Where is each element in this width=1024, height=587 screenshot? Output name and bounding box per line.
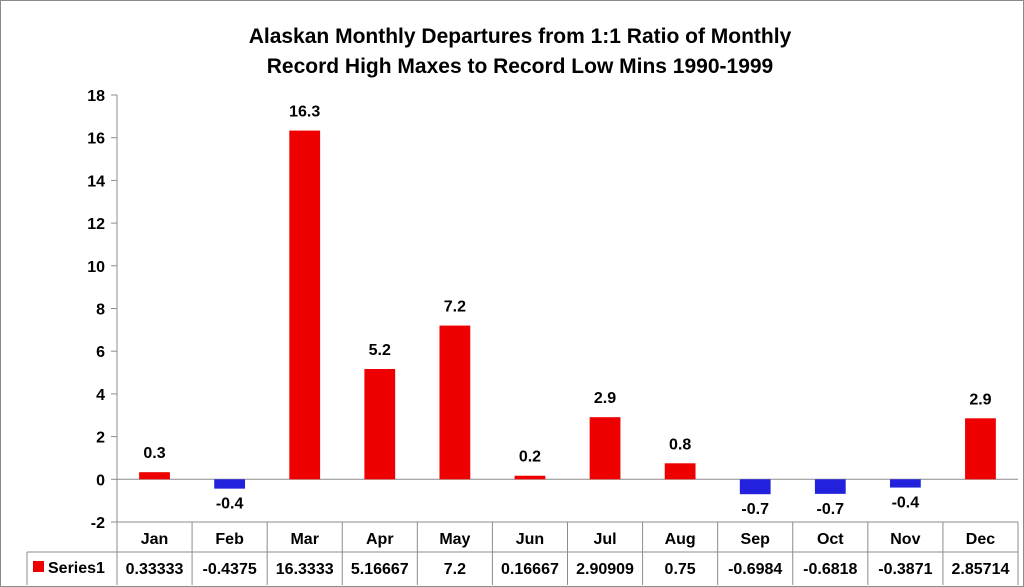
chart-title-line1: Alaskan Monthly Departures from 1:1 Rati…	[249, 25, 792, 48]
data-label-mar: 16.3	[289, 104, 320, 121]
x-category-label: May	[439, 531, 470, 548]
data-labels-group: 0.3 -0.4 16.3 5.2 7.2 0.2 2.9 0.8 -0.7 -0.7 -0.4 2.…	[143, 104, 991, 519]
x-category-label: Dec	[966, 531, 995, 548]
chart-title-line2: Record High Maxes to Record Low Mins 199…	[267, 55, 773, 78]
table-value-cell: 7.2	[444, 561, 466, 578]
data-label-feb: -0.4	[216, 496, 244, 513]
data-label-dec: 2.9	[969, 391, 991, 408]
bars-group	[139, 130, 996, 495]
legend-series-name: Series1	[48, 560, 105, 577]
x-category-label: Oct	[817, 531, 844, 548]
x-category-label: Jun	[516, 531, 544, 548]
bar-mar	[289, 130, 321, 480]
data-label-nov: -0.4	[892, 495, 920, 512]
data-label-oct: -0.7	[817, 501, 845, 518]
table-value-cell: -0.4375	[202, 561, 256, 578]
y-tick-label: -2	[91, 515, 105, 532]
bar-sep	[739, 479, 771, 495]
table-value-cell: 2.85714	[952, 561, 1010, 578]
x-category-label: Apr	[366, 531, 394, 548]
y-tick-label: 0	[96, 472, 105, 489]
bar-jun	[514, 475, 546, 480]
y-tick-label: 2	[96, 430, 105, 447]
y-tick-label: 12	[87, 216, 105, 233]
data-label-aug: 0.8	[669, 436, 691, 453]
bar-dec	[965, 418, 996, 480]
y-tick-label: 10	[87, 259, 105, 276]
legend-swatch	[33, 561, 44, 572]
y-tick-label: 8	[96, 302, 105, 319]
table-value-cell: -0.6984	[728, 561, 782, 578]
legend-key: Series1	[33, 560, 105, 577]
data-label-apr: 5.2	[369, 342, 391, 359]
x-category-label: Jan	[141, 531, 169, 548]
table-value-cell: 2.90909	[576, 561, 634, 578]
x-category-label: Jul	[593, 531, 616, 548]
data-label-jun: 0.2	[519, 449, 541, 466]
bar-jan	[139, 472, 170, 480]
data-label-jul: 2.9	[594, 390, 616, 407]
data-label-may: 7.2	[444, 299, 466, 316]
x-category-label: Nov	[890, 531, 920, 548]
bar-oct	[814, 479, 846, 494]
bar-apr	[364, 368, 396, 480]
bar-may	[439, 325, 471, 480]
data-table: Series1 Jan 0.33333 Feb -0.4375 Mar 16.3333 Ap…	[26, 521, 1019, 585]
data-label-sep: -0.7	[741, 501, 769, 518]
x-category-label: Sep	[741, 531, 771, 548]
x-category-label: Mar	[290, 531, 318, 548]
table-value-cell: -0.3871	[878, 561, 932, 578]
table-value-cell: 0.75	[665, 561, 696, 578]
y-tick-label: 18	[87, 88, 105, 105]
table-value-cell: 0.16667	[501, 561, 559, 578]
y-tick-label: 6	[96, 344, 105, 361]
table-value-cell: -0.6818	[803, 561, 857, 578]
table-value-cell: 16.3333	[276, 561, 334, 578]
bar-feb	[214, 479, 246, 489]
x-category-label: Aug	[665, 531, 696, 548]
y-tick-label: 14	[87, 173, 105, 190]
data-label-jan: 0.3	[143, 445, 165, 462]
y-axis: -2 0 2 4 6 8 10 12 14 16 18	[87, 88, 1018, 532]
y-tick-label: 16	[87, 131, 105, 148]
bar-aug	[664, 463, 696, 480]
bar-jul	[589, 417, 621, 480]
bar-nov	[889, 479, 921, 488]
x-category-label: Feb	[215, 531, 244, 548]
table-value-cell: 5.16667	[351, 561, 409, 578]
table-value-cell: 0.33333	[126, 561, 184, 578]
y-tick-label: 4	[96, 387, 105, 404]
